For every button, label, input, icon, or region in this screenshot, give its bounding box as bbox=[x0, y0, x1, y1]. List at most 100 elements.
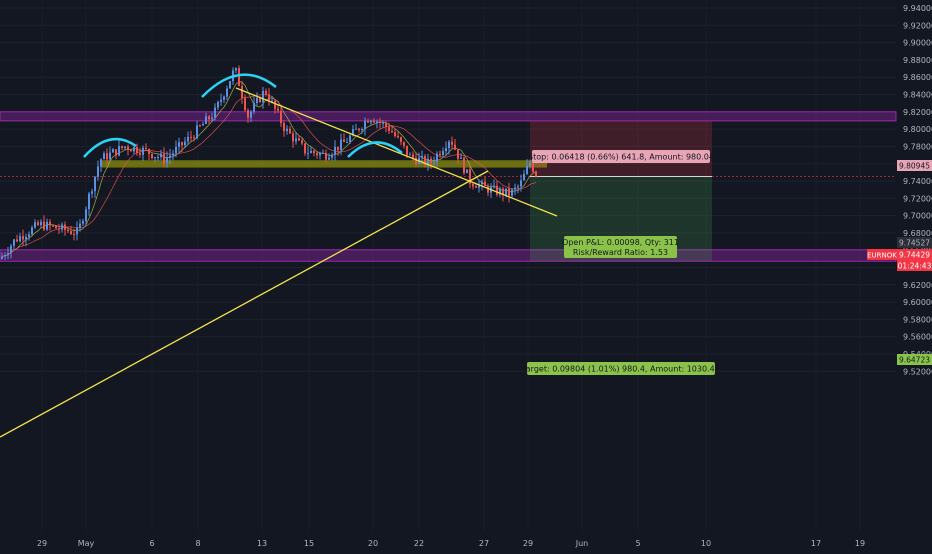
y-tick-label: 9.74000 bbox=[903, 177, 932, 186]
candle-body bbox=[412, 154, 414, 158]
candle-body bbox=[352, 129, 354, 136]
rising-trendline[interactable] bbox=[0, 170, 489, 438]
candle-body bbox=[430, 158, 432, 164]
x-tick-label: 29 bbox=[523, 539, 533, 548]
candle-body bbox=[187, 136, 189, 142]
candle-body bbox=[502, 188, 504, 196]
candle-body bbox=[424, 156, 426, 165]
candle-body bbox=[253, 102, 255, 112]
x-tick-label: Jun bbox=[575, 539, 589, 548]
candle-body bbox=[319, 153, 321, 156]
x-tick-label: 17 bbox=[811, 539, 821, 548]
upper-resistance-zone bbox=[0, 111, 897, 122]
price-tag-value: 9.74527 bbox=[899, 239, 930, 248]
candle-body bbox=[271, 100, 273, 102]
lower-support-zone bbox=[0, 249, 897, 262]
candle-body bbox=[529, 162, 531, 166]
candle-body bbox=[91, 191, 93, 194]
candle-body bbox=[280, 110, 282, 124]
candle-body bbox=[190, 136, 192, 138]
candle-body bbox=[10, 245, 12, 254]
candle-body bbox=[499, 188, 501, 195]
candle-body bbox=[316, 153, 318, 156]
candle-body bbox=[274, 100, 276, 109]
candle-body bbox=[163, 153, 165, 163]
candle-body bbox=[241, 86, 243, 99]
candle-body bbox=[154, 157, 156, 159]
candle-body bbox=[268, 94, 270, 102]
candle-body bbox=[346, 141, 348, 143]
candle-body bbox=[442, 151, 444, 155]
candle-body bbox=[199, 125, 201, 127]
drawings[interactable] bbox=[0, 73, 558, 438]
y-tick-label: 9.56000 bbox=[903, 333, 932, 342]
candle-body bbox=[7, 253, 9, 256]
candle-body bbox=[358, 128, 360, 131]
candle-body bbox=[310, 150, 312, 153]
y-tick-label: 9.82000 bbox=[903, 108, 932, 117]
x-tick-label: 15 bbox=[304, 539, 314, 548]
candle-body bbox=[397, 136, 399, 138]
candle-body bbox=[394, 132, 396, 137]
candle-body bbox=[265, 90, 267, 95]
candle-body bbox=[223, 96, 225, 100]
candle-body bbox=[313, 150, 315, 154]
stop-area[interactable] bbox=[530, 120, 712, 177]
candle-body bbox=[457, 149, 459, 159]
candle-body bbox=[124, 146, 126, 149]
candle-body bbox=[355, 128, 357, 130]
candle-body bbox=[13, 239, 15, 246]
candle-body bbox=[172, 153, 174, 156]
candle-body bbox=[76, 227, 78, 235]
candle-body bbox=[340, 139, 342, 151]
x-tick-label: 20 bbox=[368, 539, 378, 548]
candle-body bbox=[130, 149, 132, 152]
candle-body bbox=[400, 137, 402, 142]
price-tag-value: 9.64723 bbox=[899, 356, 930, 365]
x-tick-label: 8 bbox=[195, 539, 200, 548]
candle-body bbox=[97, 166, 99, 177]
target-label-box bbox=[527, 362, 715, 375]
right-shoulder-arc[interactable] bbox=[347, 141, 403, 158]
candle-body bbox=[175, 146, 177, 154]
price-tag bbox=[897, 354, 932, 365]
stop-label-box bbox=[532, 150, 710, 163]
candle-body bbox=[4, 255, 6, 257]
candle-body bbox=[226, 88, 228, 97]
candle-body bbox=[61, 224, 63, 230]
candle-body bbox=[82, 221, 84, 224]
time-axis[interactable]: 29 May 6 8 13 15 20 22 27 29 Jun 5 10 17 19 bbox=[37, 539, 865, 548]
neckline-zone bbox=[101, 160, 547, 168]
candle-body bbox=[514, 187, 516, 190]
candle-body bbox=[85, 209, 87, 222]
left-shoulder-arc[interactable] bbox=[83, 137, 137, 158]
position-labels: Stop: 0.06418 (0.66%) 641.8, Amount: 980… bbox=[521, 150, 720, 375]
y-tick-label: 9.70000 bbox=[903, 212, 932, 221]
candle-body bbox=[292, 133, 294, 142]
candle-body bbox=[472, 183, 474, 187]
candle-body bbox=[448, 141, 450, 149]
candle-body bbox=[295, 138, 297, 142]
y-tick-label: 9.94000 bbox=[903, 4, 932, 13]
candle-body bbox=[436, 153, 438, 162]
falling-trendline[interactable] bbox=[235, 87, 558, 217]
candle-body bbox=[31, 227, 33, 235]
price-tag-value: 9.74429 bbox=[899, 251, 930, 260]
candle-body bbox=[70, 231, 72, 235]
pnl-label: Open P&L: 0.00098, Qty: 311 bbox=[562, 238, 679, 247]
candle-body bbox=[148, 148, 150, 154]
head-arc[interactable] bbox=[201, 73, 277, 98]
x-tick-label: 19 bbox=[855, 539, 865, 548]
candle-body bbox=[475, 186, 477, 188]
y-tick-label: 9.92000 bbox=[903, 21, 932, 30]
price-tags: 9.80945 9.74527 9.74429 01:24:43 9.64723 EURN… bbox=[867, 160, 932, 365]
candle-body bbox=[55, 225, 57, 229]
candle-body bbox=[289, 128, 291, 134]
candle-body bbox=[331, 154, 333, 158]
candle-body bbox=[88, 193, 90, 210]
candle-body bbox=[409, 154, 411, 156]
candle-body bbox=[118, 146, 120, 156]
candle-body bbox=[373, 120, 375, 123]
